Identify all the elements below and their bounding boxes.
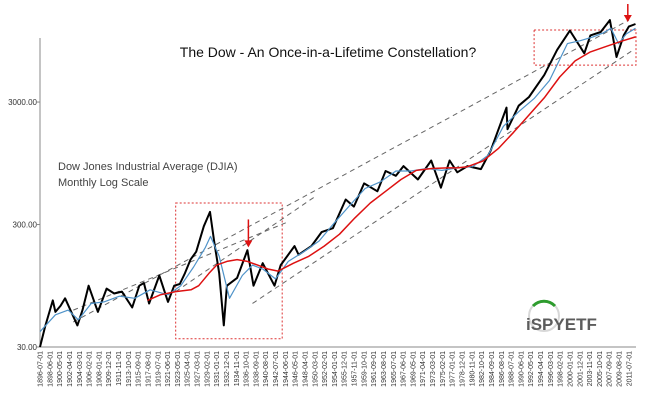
x-tick-label: 1961-09-01 [371,351,378,387]
x-tick-label: 1986-08-01 [499,351,506,387]
x-tick-label: 1975-02-01 [440,351,447,387]
x-tick-label: 1929-02-01 [204,351,211,387]
y-tick-label: 300.00 [13,221,38,230]
trendline [73,19,630,323]
long-moving-average-line [147,36,636,302]
x-tick-label: 1957-11-01 [352,351,359,386]
x-tick-label: 1996-03-01 [548,351,555,387]
x-tick-label: 1980-11-01 [469,351,476,386]
x-tick-label: 1946-05-01 [293,351,300,387]
x-tick-label: 1919-07-01 [155,351,162,387]
x-tick-label: 2007-09-01 [607,351,614,387]
x-tick-label: 1984-09-01 [489,351,496,387]
annotation-line-1: Dow Jones Industrial Average (DJIA) [58,161,238,173]
x-tick-label: 1915-09-01 [136,351,143,387]
x-tick-label: 1977-01-01 [450,351,457,387]
x-tick-label: 1978-12-01 [459,351,466,387]
x-tick-label: 1967-06-01 [401,351,408,387]
brand-logo-arc [531,299,557,308]
x-tick-label: 1934-11-01 [234,351,241,386]
x-tick-label: 1923-05-01 [175,351,182,387]
x-tick-label: 1921-06-01 [165,351,172,387]
trendlines [73,19,632,323]
arrow-markers [244,4,632,248]
x-tick-label: 1973-03-01 [430,351,437,387]
trendline [175,196,315,293]
x-tick-label: 1898-06-01 [47,351,54,387]
x-tick-label: 1904-03-01 [77,351,84,387]
djia-price-line [39,19,636,348]
arrow-marker-head [623,15,632,23]
x-tick-label: 1971-04-01 [420,351,427,387]
x-tick-label: 1959-10-01 [361,351,368,387]
brand-logo: iSPYETF [526,299,597,334]
x-tick-label: 1982-10-01 [479,351,486,387]
x-tick-label: 1952-02-01 [322,351,329,387]
arrow-marker-head [244,240,253,248]
x-tick-label: 1942-07-01 [273,351,280,387]
x-tick-label: 1902-04-01 [67,351,74,387]
x-tick-label: 1938-09-01 [253,351,260,387]
x-tick-label: 1992-05-01 [528,351,535,387]
x-tick-label: 2000-01-01 [567,351,574,387]
x-tick-label: 1917-08-01 [145,351,152,387]
x-tick-label: 1896-07-01 [38,351,45,387]
y-tick-labels: 30.00 300.00 3000.00 [8,98,40,352]
brand-name: iSPYETF [526,315,597,334]
x-tick-labels: 1896-07-01 1898-06-01 1900-05-01 1902-04-01… [38,351,634,387]
x-tick-label: 2005-10-01 [597,351,604,387]
x-tick-label: 1944-06-01 [283,351,290,387]
x-tick-label: 1909-12-01 [106,351,113,387]
y-tick-label: 30.00 [17,343,38,352]
x-tick-label: 1940-08-01 [263,351,270,387]
trendline [252,50,632,304]
annotation-line-2: Monthly Log Scale [58,177,149,189]
x-tick-label: 1936-10-01 [244,351,251,387]
short-moving-average-line [39,27,636,333]
x-tick-label: 1988-07-01 [509,351,516,387]
trendline [73,222,286,311]
x-tick-label: 2001-12-01 [577,351,584,387]
x-tick-label: 1913-10-01 [126,351,133,387]
highlight-boxes [175,29,637,340]
x-tick-label: 1965-07-01 [391,351,398,387]
highlight-box [533,29,637,66]
x-tick-label: 1963-08-01 [381,351,388,387]
x-tick-label: 2011-07-01 [626,351,633,386]
x-tick-label: 1990-06-01 [518,351,525,387]
x-tick-label: 1948-04-01 [302,351,309,387]
x-tick-label: 1908-01-01 [96,351,103,387]
x-tick-label: 1969-05-01 [410,351,417,387]
x-tick-label: 1931-01-01 [214,351,221,387]
x-tick-label: 2009-08-01 [617,351,624,387]
x-tick-label: 1950-03-01 [312,351,319,387]
x-tick-label: 1925-04-01 [185,351,192,387]
x-tick-label: 1998-02-01 [558,351,565,387]
chart-title: The Dow - An Once-in-a-Lifetime Constell… [180,44,477,60]
x-tick-label: 1911-11-01 [116,351,123,386]
y-tick-label: 3000.00 [8,98,37,107]
x-tick-label: 1955-12-01 [342,351,349,387]
x-tick-label: 1994-04-01 [538,351,545,387]
series-lines [39,19,636,348]
x-tick-label: 1954-01-01 [332,351,339,387]
x-tick-label: 2003-11-01 [587,351,594,386]
chart-axes [39,38,636,348]
x-tick-label: 1906-02-01 [87,351,94,387]
x-tick-label: 1900-05-01 [57,351,64,387]
highlight-box [175,202,283,340]
x-tick-label: 1927-03-01 [195,351,202,387]
x-tick-label: 1932-12-01 [224,351,231,387]
